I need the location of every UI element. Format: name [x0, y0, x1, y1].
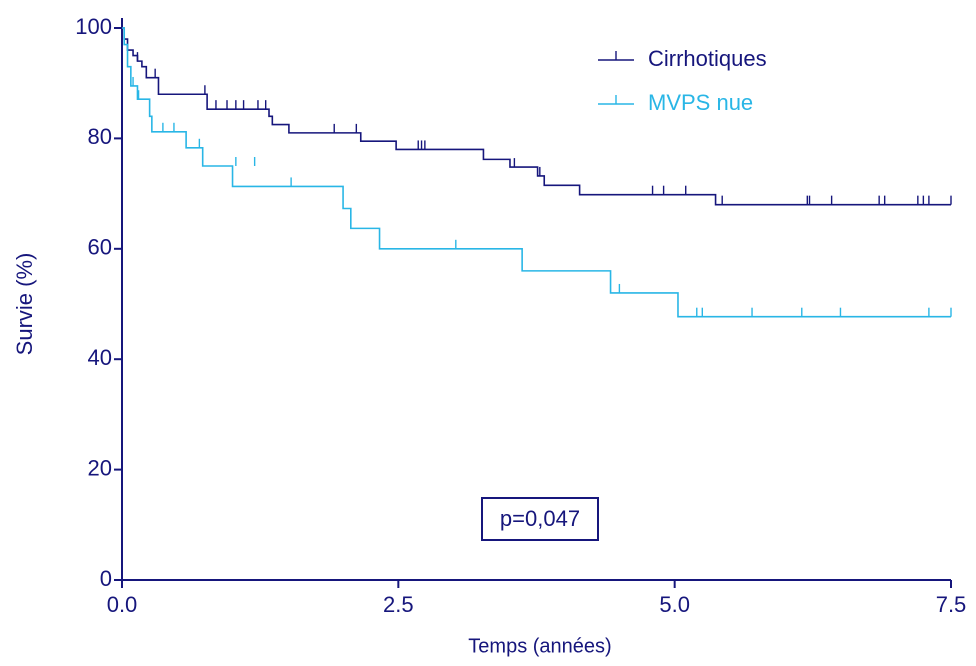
y-tick-label: 100 [75, 14, 112, 39]
y-tick-label: 40 [88, 345, 112, 370]
y-tick-label: 0 [100, 566, 112, 591]
x-tick-label: 2.5 [383, 592, 414, 617]
legend-label: MVPS nue [648, 90, 753, 115]
annotation: p=0,047 [500, 506, 580, 531]
x-axis-title: Temps (années) [468, 635, 611, 657]
annotation-box [481, 497, 599, 541]
survival-curve [122, 27, 951, 318]
y-tick-label: 60 [88, 235, 112, 260]
survival-curve [122, 27, 951, 206]
x-tick-label: 5.0 [659, 592, 690, 617]
x-tick-label: 0.0 [107, 592, 138, 617]
x-tick-label: 7.5 [936, 592, 967, 617]
legend-label: Cirrhotiques [648, 46, 767, 71]
y-tick-label: 20 [88, 455, 112, 480]
y-axis-title: Survie (%) [12, 253, 37, 356]
y-tick-label: 80 [88, 124, 112, 149]
